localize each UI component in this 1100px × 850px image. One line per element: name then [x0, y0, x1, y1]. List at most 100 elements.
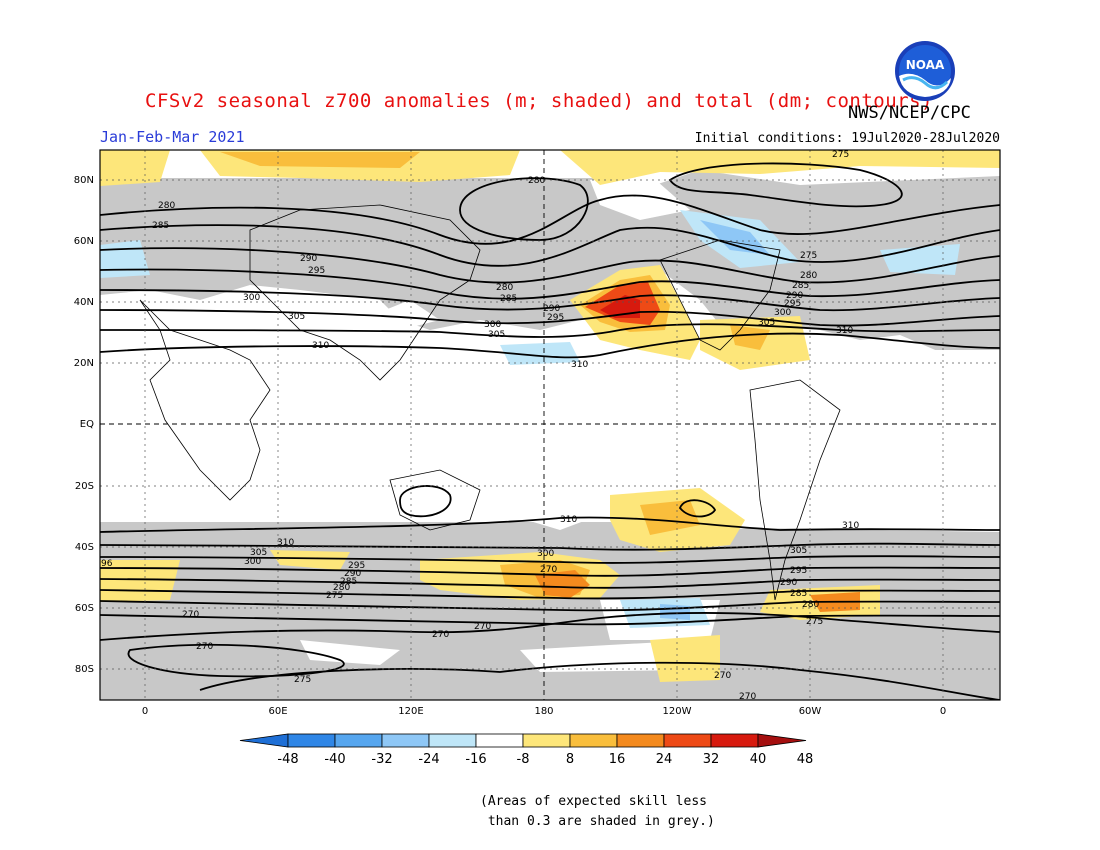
contour-label: 270: [474, 622, 491, 632]
lon-label: 120W: [662, 706, 692, 717]
lat-label: 60S: [74, 603, 94, 614]
colorbar-tick-label: -24: [418, 752, 440, 767]
grid-lines: [100, 150, 1000, 700]
contour-label: 280: [800, 271, 817, 281]
contour-label: 270: [196, 642, 213, 652]
lat-label: 20N: [73, 358, 94, 369]
equator-dateline: [100, 150, 1000, 700]
contour-label: 290: [543, 304, 560, 314]
lon-label: 0: [939, 706, 947, 717]
contour-label: 270: [540, 565, 557, 575]
contour-label: 290: [780, 578, 797, 588]
contour-label: 285: [152, 221, 169, 231]
colorbar-tick-label: -8: [516, 752, 530, 767]
contour-label: 285: [792, 281, 809, 291]
colorbar-swatch: [381, 733, 430, 748]
contour-label: 290: [786, 291, 803, 301]
contour-label: 295: [790, 566, 807, 576]
contour-label: 280: [802, 600, 819, 610]
contour-label: 270: [182, 610, 199, 620]
contour-label: 290: [300, 254, 317, 264]
colorbar-tick-label: -40: [324, 752, 346, 767]
contour-label: 310: [836, 326, 853, 336]
contour-label: 300: [484, 320, 501, 330]
contour-label: 310: [277, 538, 294, 548]
colorbar-swatch: [475, 733, 524, 748]
lat-label: 20S: [74, 481, 94, 492]
contour-labels: 275 280 280 285 290 295 300 305 310 280 …: [101, 150, 859, 702]
contour-label: 300: [774, 308, 791, 318]
colorbar-swatch: [522, 733, 571, 748]
contour-label: 310: [842, 521, 859, 531]
svg-text:NOAA: NOAA: [906, 58, 945, 72]
colorbar-swatch: [710, 733, 759, 748]
lat-label: 40S: [74, 542, 94, 553]
lon-label: 60E: [268, 706, 288, 717]
colorbar-swatch: [569, 733, 618, 748]
contour-label: 310: [312, 341, 329, 351]
total-contours: [100, 162, 1000, 700]
lat-label: 60N: [73, 236, 94, 247]
colorbar-tick-label: 32: [702, 752, 720, 767]
contour-label: 295: [348, 561, 365, 571]
contour-label: 270: [739, 692, 756, 702]
contour-label: 285: [340, 577, 357, 587]
contour-label: 305: [288, 312, 305, 322]
contour-label: 305: [758, 318, 775, 328]
contour-label: 305: [488, 330, 505, 340]
colorbar-tick-label: 8: [565, 752, 575, 767]
initial-conditions-label: Initial conditions: 19Jul2020-28Jul2020: [694, 131, 1000, 146]
colorbar-swatch: [334, 733, 383, 748]
colorbar-arrow-right: [757, 733, 807, 748]
contour-label: 300: [537, 549, 554, 559]
colorbar-tick-label: 24: [655, 752, 673, 767]
lon-label: 120E: [398, 706, 424, 717]
lat-label: 80S: [74, 664, 94, 675]
contour-label: 270: [714, 671, 731, 681]
colorbar-swatch: [287, 733, 336, 748]
lat-label: EQ: [79, 419, 94, 430]
contour-label: 285: [500, 294, 517, 304]
season-label: Jan-Feb-Mar 2021: [100, 128, 245, 146]
colorbar-swatch: [428, 733, 477, 748]
contour-label: 295: [308, 266, 325, 276]
contour-label: 280: [528, 176, 545, 186]
contour-label: 305: [250, 548, 267, 558]
contour-label: 310: [560, 515, 577, 525]
contour-label: 285: [790, 589, 807, 599]
contour-label: 295: [547, 313, 564, 323]
noaa-logo-icon: NOAA: [895, 41, 955, 101]
agency-label: NWS/NCEP/CPC: [848, 103, 971, 123]
colorbar-swatch: [616, 733, 665, 748]
anomaly-map: 275 280 280 285 290 295 300 305 310 280 …: [99, 149, 1001, 702]
contour-label: 275: [806, 617, 823, 627]
colorbar-swatch: [663, 733, 712, 748]
contour-label: 280: [496, 283, 513, 293]
contour-label: 280: [158, 201, 175, 211]
contour-label: 275: [294, 675, 311, 685]
contour-label: 310: [571, 360, 588, 370]
contour-label: 96: [101, 559, 113, 569]
colorbar-tick-label: -32: [371, 752, 393, 767]
lon-label: 0: [141, 706, 149, 717]
contour-label: 270: [432, 630, 449, 640]
lon-label: 60W: [798, 706, 822, 717]
colorbar-tick-label: 16: [608, 752, 626, 767]
lat-label: 40N: [73, 297, 94, 308]
map-title: CFSv2 seasonal z700 anomalies (m; shaded…: [145, 90, 933, 112]
colorbar-arrow-left: [239, 733, 289, 748]
lat-label: 80N: [73, 175, 94, 186]
contour-label: 290: [344, 569, 361, 579]
contour-label: 275: [832, 150, 849, 160]
colorbar-tick-label: -16: [465, 752, 487, 767]
contour-label: 305: [790, 546, 807, 556]
contour-label: 275: [326, 591, 343, 601]
skill-note: (Areas of expected skill less than 0.3 a…: [480, 794, 715, 829]
lon-label: 180: [534, 706, 554, 717]
colorbar-tick-label: 48: [796, 752, 814, 767]
colorbar-tick-label: 40: [749, 752, 767, 767]
contour-label: 300: [244, 557, 261, 567]
contour-label: 295: [784, 299, 801, 309]
colorbar-tick-label: -48: [277, 752, 299, 767]
contour-label: 300: [243, 293, 260, 303]
